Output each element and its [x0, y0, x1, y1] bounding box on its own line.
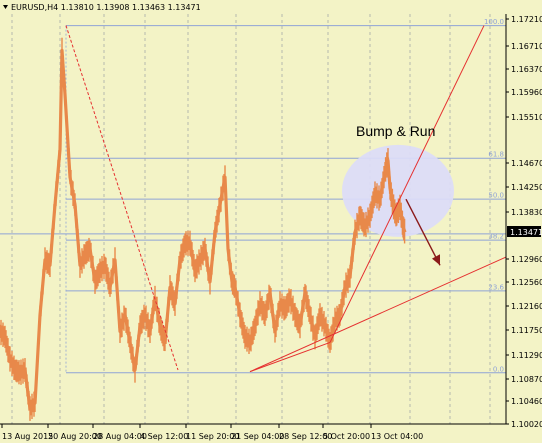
fib-level-label: 50.0	[488, 192, 504, 200]
price-series	[0, 37, 407, 421]
x-tick-label: 21 Sep 04:00	[231, 432, 284, 441]
triangle-down-icon	[3, 5, 8, 9]
y-tick-label: 1.14670	[511, 159, 542, 168]
fib-level-label: 0.0	[493, 365, 504, 373]
current-price-badge	[507, 226, 541, 237]
y-tick-label: 1.15510	[511, 113, 542, 122]
x-tick-label: 13 Oct 04:00	[371, 432, 423, 441]
grid	[11, 14, 491, 424]
downtrend-line[interactable]	[65, 25, 179, 371]
y-tick-label: 1.14250	[511, 183, 542, 192]
y-tick-label: 1.12160	[511, 302, 542, 311]
x-tick-label: 28 Sep 12:00	[279, 432, 332, 441]
title-background	[0, 0, 542, 14]
fib-level-label: 100.0	[484, 18, 504, 26]
chart-title: EURUSD,H4 1.13810 1.13908 1.13463 1.1347…	[11, 3, 201, 12]
y-tick-label: 1.12560	[511, 278, 542, 287]
y-tick-label: 1.10870	[511, 375, 542, 384]
projection-arrow-line[interactable]	[405, 198, 441, 266]
x-tick-label: 20 Aug 20:00	[48, 432, 102, 441]
y-tick-label: 1.15960	[511, 88, 542, 97]
x-tick-label: 13 Aug 2015	[2, 432, 53, 441]
fib-level-label: 38.2	[488, 233, 504, 241]
bump-line[interactable]	[329, 25, 485, 343]
y-tick-label: 1.10460	[511, 397, 542, 406]
trend-lines[interactable]	[65, 25, 507, 373]
fib-level-label: 61.8	[488, 151, 504, 159]
y-tick-label: 1.13830	[511, 208, 542, 217]
x-tick-label: 28 Aug 04:00	[93, 432, 147, 441]
y-tick-label: 1.12960	[511, 255, 542, 264]
x-tick-label: 5 Oct 20:00	[323, 432, 370, 441]
lead-in-line[interactable]	[249, 341, 331, 373]
x-tick-label: 4 Sep 12:00	[140, 432, 188, 441]
y-tick-label: 1.10020	[511, 420, 542, 429]
y-tick-label: 1.11290	[511, 351, 542, 360]
x-tick-label: 11 Sep 20:00	[186, 432, 239, 441]
y-tick-label: 1.11750	[511, 326, 542, 335]
y-tick-label: 1.16710	[511, 42, 542, 51]
fib-level-label: 23.6	[488, 283, 504, 291]
axes: 1.17210 1.16710 1.16370 1.15960 1.15510 1.146…	[0, 14, 542, 441]
y-tick-label: 1.17210	[511, 15, 542, 24]
annotation-label: Bump & Run	[356, 123, 435, 139]
arrow-head-icon	[432, 254, 440, 266]
y-tick-label: 1.16370	[511, 65, 542, 74]
chart-header: EURUSD,H4 1.13810 1.13908 1.13463 1.1347…	[3, 3, 201, 12]
current-price-label: 1.13471	[510, 228, 542, 237]
rising-trend-line[interactable]	[249, 256, 507, 373]
